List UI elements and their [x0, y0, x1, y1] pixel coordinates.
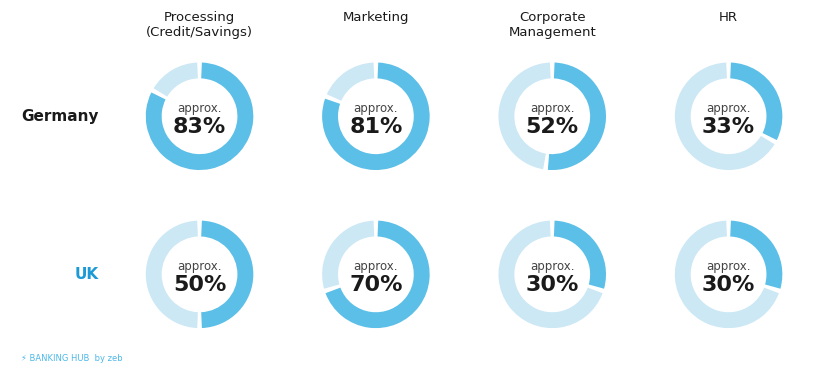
Text: ⚡ BANKING HUB  by zeb: ⚡ BANKING HUB by zeb — [21, 354, 122, 363]
Text: 83%: 83% — [173, 117, 226, 137]
Wedge shape — [327, 62, 375, 101]
Text: UK: UK — [75, 267, 99, 282]
Text: 70%: 70% — [349, 275, 403, 295]
Text: 81%: 81% — [349, 117, 403, 137]
Wedge shape — [498, 62, 550, 169]
Text: approx.: approx. — [177, 260, 222, 273]
Wedge shape — [146, 221, 198, 328]
Text: approx.: approx. — [354, 260, 398, 273]
Wedge shape — [201, 221, 253, 328]
Text: 30%: 30% — [702, 275, 755, 295]
Wedge shape — [548, 62, 606, 170]
Wedge shape — [675, 221, 779, 328]
Text: approx.: approx. — [177, 102, 222, 115]
Text: 33%: 33% — [702, 117, 755, 137]
Text: 30%: 30% — [526, 275, 579, 295]
Text: approx.: approx. — [354, 102, 398, 115]
Wedge shape — [326, 221, 430, 328]
Text: 52%: 52% — [526, 117, 579, 137]
Wedge shape — [153, 62, 198, 97]
Text: approx.: approx. — [530, 260, 574, 273]
Wedge shape — [730, 62, 782, 140]
Wedge shape — [498, 221, 602, 328]
Wedge shape — [146, 62, 253, 170]
Wedge shape — [554, 221, 606, 289]
Text: Processing
(Credit/Savings): Processing (Credit/Savings) — [146, 11, 253, 39]
Text: Corporate
Management: Corporate Management — [508, 11, 596, 39]
Wedge shape — [730, 221, 782, 289]
Text: Marketing: Marketing — [342, 11, 409, 24]
Text: HR: HR — [719, 11, 738, 24]
Text: approx.: approx. — [706, 260, 751, 273]
Text: approx.: approx. — [530, 102, 574, 115]
Text: approx.: approx. — [706, 102, 751, 115]
Wedge shape — [322, 62, 430, 170]
Text: Germany: Germany — [21, 109, 99, 124]
Wedge shape — [675, 62, 775, 170]
Text: 50%: 50% — [173, 275, 226, 295]
Wedge shape — [322, 221, 375, 289]
